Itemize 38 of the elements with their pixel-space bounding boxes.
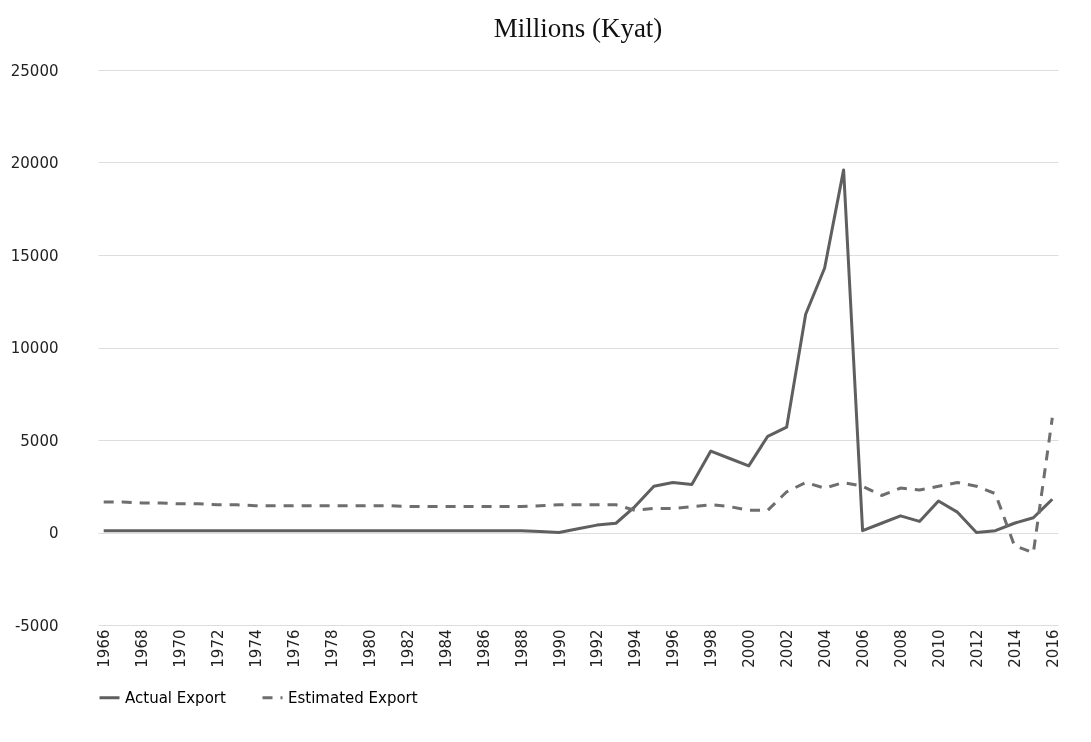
x-tick-label: 1980 (360, 629, 379, 668)
x-tick-label: 2014 (1005, 629, 1024, 668)
x-tick-label: 2010 (929, 629, 948, 668)
line-series (102, 416, 1054, 555)
y-tick-label: 5000 (20, 431, 59, 450)
x-tick-label: 1976 (284, 629, 303, 668)
x-tick-label: 2012 (967, 629, 986, 668)
x-tick-label: 2004 (816, 629, 835, 668)
x-tick-label: 1978 (322, 629, 341, 668)
x-tick-label: 2008 (892, 629, 911, 668)
x-tick-label: 1988 (512, 629, 531, 668)
legend-label: Estimated Export (288, 688, 418, 707)
x-tick-label: 2002 (778, 629, 797, 668)
x-tick-label: 1970 (171, 629, 190, 668)
x-tick-label: 1996 (664, 629, 683, 668)
x-tick-label: 1972 (209, 629, 228, 668)
x-tick-label: 1966 (95, 629, 114, 668)
x-tick-label: 1968 (133, 629, 152, 668)
x-tick-label: 1984 (436, 629, 455, 668)
x-tick-label: 2016 (1043, 629, 1062, 668)
y-tick-label: 0 (48, 524, 59, 542)
y-tick-label: -5000 (14, 616, 59, 635)
y-tick-label: 20000 (10, 154, 59, 172)
x-tick-label: 1982 (398, 629, 417, 668)
x-tick-label: 1990 (550, 629, 569, 668)
y-tick-label: 25000 (10, 61, 59, 80)
x-tick-label: 2000 (740, 629, 759, 668)
x-tick-label: 1994 (626, 629, 645, 668)
x-tick-label: 2006 (854, 629, 873, 668)
x-tick-label: 1992 (588, 629, 607, 668)
chart-title: Millions (Kyat) (493, 13, 663, 43)
x-tick-label: 1974 (246, 629, 265, 668)
x-tick-label: 1998 (702, 629, 721, 668)
legend-label: Actual Export (125, 688, 226, 707)
y-tick-label: 10000 (10, 339, 59, 357)
line-series (102, 168, 1054, 534)
y-tick-label: 15000 (10, 246, 59, 265)
x-tick-label: 1986 (474, 629, 493, 668)
